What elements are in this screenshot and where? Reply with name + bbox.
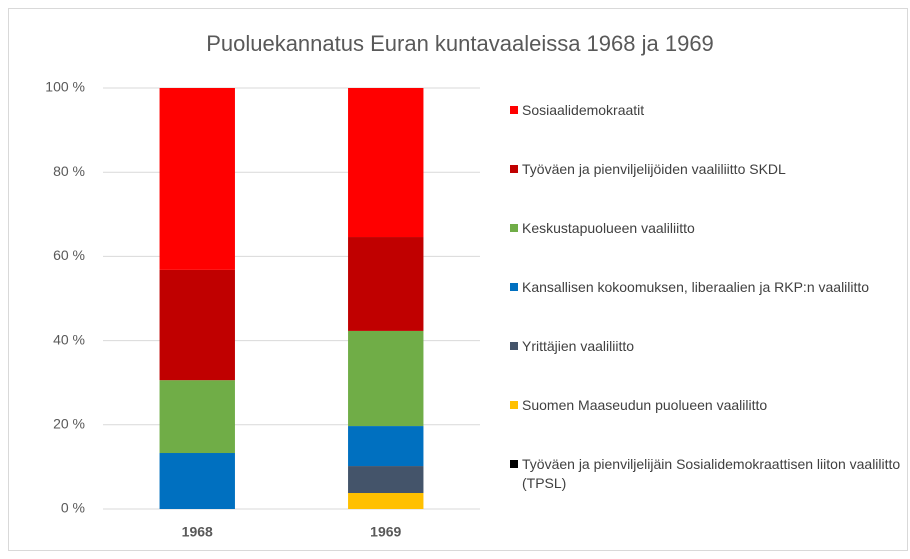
y-tick-label: 40 % (53, 331, 85, 347)
bar-segment (159, 269, 235, 381)
legend-label: Kansallisen kokoomuksen, liberaalien ja … (522, 279, 870, 295)
bar-segment (348, 426, 424, 467)
y-tick-label: 80 % (53, 163, 85, 179)
legend-swatch (510, 106, 518, 114)
legend-label: Yrittäjien vaaliliitto (522, 338, 635, 354)
bar-segment (348, 466, 424, 494)
legend-swatch (510, 283, 518, 291)
x-tick-label: 1969 (370, 524, 401, 540)
legend-entry: Työväen ja pienviljelijäin Sosialidemokr… (510, 455, 910, 493)
legend-swatch (510, 165, 518, 173)
legend-label: Sosiaalidemokraatit (522, 102, 645, 118)
chart-frame (8, 8, 908, 551)
legend-label: Työväen ja pienviljelijäin Sosialidemokr… (522, 456, 901, 491)
legend-label: Suomen Maaseudun puolueen vaalilitto (522, 397, 768, 413)
legend-entry: Yrittäjien vaaliliitto (510, 337, 910, 356)
bar-segment (348, 88, 424, 238)
legend-entry: Suomen Maaseudun puolueen vaalilitto (510, 396, 910, 415)
bar-segment (159, 88, 235, 270)
x-tick-label: 1968 (182, 524, 213, 540)
bar-segment (159, 453, 235, 509)
chart-title: Puoluekannatus Euran kuntavaaleissa 1968… (206, 31, 714, 56)
legend-swatch (510, 401, 518, 409)
legend-entry: Kansallisen kokoomuksen, liberaalien ja … (510, 278, 910, 297)
legend-label: Keskustapuolueen vaaliliitto (522, 220, 695, 236)
bar-segment (159, 380, 235, 454)
bar-segment (348, 330, 424, 427)
legend-swatch (510, 342, 518, 350)
y-tick-label: 0 % (61, 500, 85, 516)
legend-swatch (510, 224, 518, 232)
y-tick-label: 20 % (53, 416, 85, 432)
legend-entry: Työväen ja pienviljelijöiden vaaliliitto… (510, 160, 910, 179)
legend-swatch (510, 460, 518, 468)
legend-label: Työväen ja pienviljelijöiden vaaliliitto… (522, 161, 786, 177)
bar-segment (348, 237, 424, 331)
legend-entry: Sosiaalidemokraatit (510, 101, 910, 120)
y-tick-label: 60 % (53, 247, 85, 263)
bar-segment (348, 493, 424, 509)
y-tick-label: 100 % (45, 79, 85, 95)
legend-entry: Keskustapuolueen vaaliliitto (510, 219, 910, 238)
